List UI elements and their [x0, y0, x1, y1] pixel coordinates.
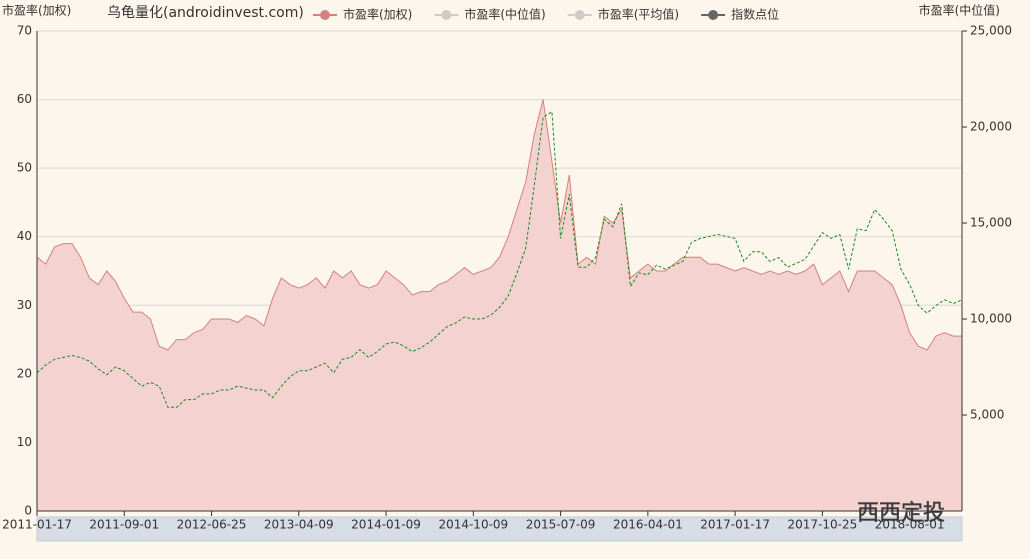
y2-tick-label: 15,000	[970, 216, 1012, 230]
x-tick-label: 2017-01-17	[700, 518, 770, 532]
y-axis-label: 市盈率(加权)	[2, 3, 71, 18]
legend-label[interactable]: 市盈率(中位值)	[464, 7, 545, 22]
watermark: 西西定投	[857, 501, 945, 526]
legend-label[interactable]: 指数点位	[731, 7, 779, 22]
y-tick-label: 0	[24, 504, 32, 518]
legend-marker	[320, 10, 330, 20]
x-tick-label: 2014-01-09	[351, 518, 421, 532]
y2-tick-label: 10,000	[970, 312, 1012, 326]
y-tick-label: 40	[17, 229, 32, 243]
legend-marker	[441, 10, 452, 20]
y-tick-label: 50	[17, 161, 32, 175]
x-tick-label: 2012-06-25	[177, 518, 247, 532]
zoom-slider[interactable]	[36, 516, 963, 542]
legend-label[interactable]: 市盈率(平均值)	[598, 7, 679, 22]
y-tick-label: 30	[17, 298, 32, 312]
x-tick-label: 2011-01-17	[2, 518, 72, 532]
y2-tick-label: 25,000	[970, 24, 1012, 38]
legend-marker	[574, 10, 585, 20]
line	[36, 99, 962, 351]
chart-title: 乌龟量化(androidinvest.com)	[107, 5, 304, 21]
y-tick-label: 10	[17, 435, 32, 449]
y-tick-label: 60	[17, 92, 32, 106]
y-tick-label: 70	[17, 24, 32, 38]
y2-axis-label: 市盈率(中位值)	[919, 3, 1000, 18]
y2-tick-label: 20,000	[970, 120, 1012, 134]
x-tick-label: 2018-08-01	[875, 518, 945, 532]
x-tick-label: 2014-10-09	[438, 518, 508, 532]
x-tick-label: 2017-10-25	[788, 518, 858, 532]
x-tick-label: 2016-04-01	[613, 518, 683, 532]
y2-tick-label: 5,000	[970, 408, 1004, 422]
x-tick-label: 2015-07-09	[526, 518, 596, 532]
area	[37, 99, 962, 511]
x-tick-label: 2013-04-09	[264, 518, 334, 532]
x-tick-label: 2011-09-01	[89, 518, 159, 532]
y-tick-label: 20	[17, 366, 32, 380]
line	[36, 110, 963, 408]
legend-label[interactable]: 市盈率(加权)	[343, 7, 412, 22]
legend-marker	[708, 10, 719, 20]
